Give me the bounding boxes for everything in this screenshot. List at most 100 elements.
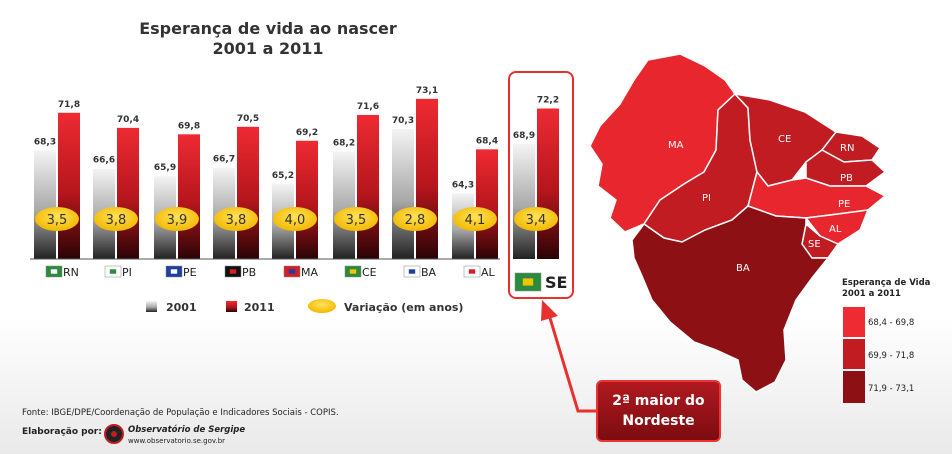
map-label-rn: RN bbox=[840, 143, 854, 154]
legend-variation-label: Variação (em anos) bbox=[344, 301, 463, 314]
category-label-pb: PB bbox=[242, 266, 256, 279]
observatorio-logo-icon bbox=[104, 424, 124, 444]
map-legend: 68,4 - 69,8 69,9 - 71,8 71,9 - 73,1 bbox=[843, 307, 914, 403]
map-legend-swatch-1 bbox=[843, 307, 865, 337]
value-label-2001-pe: 65,9 bbox=[154, 163, 176, 173]
category-label-ba: BA bbox=[421, 266, 437, 279]
variation-label-pi: 3,8 bbox=[106, 213, 127, 228]
map-region-ba bbox=[631, 205, 830, 393]
variation-label-se: 3,4 bbox=[526, 213, 547, 228]
map-legend-label-3: 71,9 - 73,1 bbox=[868, 384, 914, 394]
observatorio-site: www.observatorio.se.gov.br bbox=[128, 437, 226, 445]
bar-2001-se bbox=[513, 143, 535, 259]
category-label-ce: CE bbox=[362, 266, 377, 279]
variation-label-pe: 3,9 bbox=[167, 213, 188, 228]
value-label-2001-pb: 66,7 bbox=[213, 155, 235, 165]
legend-2001-swatch bbox=[146, 301, 157, 312]
bar-2011-al bbox=[476, 149, 498, 259]
variation-marker-pe bbox=[155, 207, 199, 231]
bar-2011-pi bbox=[117, 127, 139, 259]
map-label-pb: PB bbox=[840, 173, 853, 184]
variation-marker-ce bbox=[334, 207, 378, 231]
highlight-box bbox=[508, 71, 574, 299]
value-label-2001-ba: 70,3 bbox=[392, 116, 414, 126]
value-label-2011-ba: 73,1 bbox=[416, 86, 438, 96]
category-label-pe: PE bbox=[183, 266, 197, 279]
flag-icon-pe bbox=[165, 265, 183, 278]
map-legend-label-2: 69,9 - 71,8 bbox=[868, 351, 914, 361]
flag-icon-se bbox=[514, 272, 542, 292]
map-label-al: AL bbox=[829, 224, 842, 235]
category-label-pi: PI bbox=[122, 266, 132, 279]
variation-marker-ma bbox=[273, 207, 317, 231]
bars-layer: 68,3 71,8 3,5 RN 66,6 70,4 3,8 PI 65,9 69,8 3,9 PE 6… bbox=[34, 86, 568, 292]
map-label-ma: MA bbox=[668, 140, 684, 151]
legend-2011-swatch bbox=[226, 301, 237, 312]
observatorio-name: Observatório de Sergipe bbox=[128, 425, 246, 435]
value-label-2001-al: 64,3 bbox=[452, 180, 474, 190]
value-label-2011-rn: 71,8 bbox=[58, 100, 80, 110]
variation-label-pb: 3,8 bbox=[226, 213, 247, 228]
chart-title-line2: 2001 a 2011 bbox=[213, 39, 324, 58]
map-legend-title: Esperança de Vida 2001 a 2011 bbox=[842, 278, 930, 300]
bar-2011-ma bbox=[296, 140, 318, 259]
chart-title-line1: Esperança de vida ao nascer bbox=[139, 19, 397, 38]
nordeste-map: MA CE RN PB PE PI AL SE BA bbox=[589, 53, 887, 393]
flag-icon-pi bbox=[104, 265, 122, 278]
callout-line1: 2ª maior do bbox=[612, 393, 705, 409]
variation-label-al: 4,1 bbox=[465, 213, 486, 228]
variation-label-ce: 3,5 bbox=[346, 213, 367, 228]
flag-icon-ma bbox=[283, 265, 301, 278]
flag-icon-pb bbox=[224, 265, 242, 278]
map-label-ce: CE bbox=[778, 134, 791, 145]
flag-icon-ba bbox=[403, 265, 421, 278]
bar-2001-ce bbox=[333, 151, 355, 259]
value-label-2011-pe: 69,8 bbox=[178, 121, 200, 131]
map-label-ba: BA bbox=[736, 263, 750, 274]
source-note: Fonte: IBGE/DPE/Coordenação de População… bbox=[22, 408, 339, 418]
bar-2011-pe bbox=[178, 134, 200, 259]
variation-marker-rn bbox=[35, 207, 79, 231]
map-label-se: SE bbox=[808, 239, 821, 250]
callout-arrow bbox=[541, 300, 596, 413]
bar-2001-ba bbox=[392, 128, 414, 259]
variation-label-ma: 4,0 bbox=[285, 213, 306, 228]
map-region-ce bbox=[732, 92, 838, 187]
map-legend-label-1: 68,4 - 69,8 bbox=[868, 318, 914, 328]
value-label-2011-pi: 70,4 bbox=[117, 115, 139, 125]
bar-2001-rn bbox=[34, 150, 56, 259]
value-label-2001-pi: 66,6 bbox=[93, 156, 115, 166]
category-label-rn: RN bbox=[63, 266, 79, 279]
value-label-2011-pb: 70,5 bbox=[237, 114, 259, 124]
variation-label-ba: 2,8 bbox=[405, 213, 426, 228]
value-label-2001-ce: 68,2 bbox=[333, 139, 355, 149]
category-label-se: SE bbox=[545, 273, 567, 292]
bar-2011-pb bbox=[237, 126, 259, 260]
map-legend-title-line1: Esperança de Vida bbox=[842, 278, 931, 288]
flag-icon-ce bbox=[344, 265, 362, 278]
map-label-pe: PE bbox=[838, 199, 850, 210]
elaboration-label: Elaboração por: bbox=[22, 427, 102, 437]
value-label-2011-ce: 71,6 bbox=[357, 102, 379, 112]
legend-2001-label: 2001 bbox=[166, 301, 197, 314]
value-label-2001-rn: 68,3 bbox=[34, 137, 56, 147]
value-label-2001-ma: 65,2 bbox=[272, 171, 294, 181]
callout-box: 2ª maior do Nordeste bbox=[596, 380, 721, 442]
bar-2011-ce bbox=[357, 114, 379, 259]
callout-line2: Nordeste bbox=[622, 413, 695, 429]
variation-marker-se bbox=[514, 207, 558, 231]
flag-icon-rn bbox=[45, 265, 63, 278]
legend-variation-swatch bbox=[308, 299, 336, 313]
variation-marker-pb bbox=[214, 207, 258, 231]
bar-2011-ba bbox=[416, 98, 438, 259]
map-label-pi: PI bbox=[702, 193, 711, 204]
value-label-2001-se: 68,9 bbox=[513, 131, 535, 141]
variation-marker-pi bbox=[94, 207, 138, 231]
bar-2011-rn bbox=[58, 112, 80, 259]
map-legend-swatch-3 bbox=[843, 371, 865, 403]
variation-marker-ba bbox=[393, 207, 437, 231]
legend-2011-label: 2011 bbox=[244, 301, 275, 314]
map-legend-title-line2: 2001 a 2011 bbox=[842, 289, 901, 299]
variation-marker-al bbox=[453, 207, 497, 231]
